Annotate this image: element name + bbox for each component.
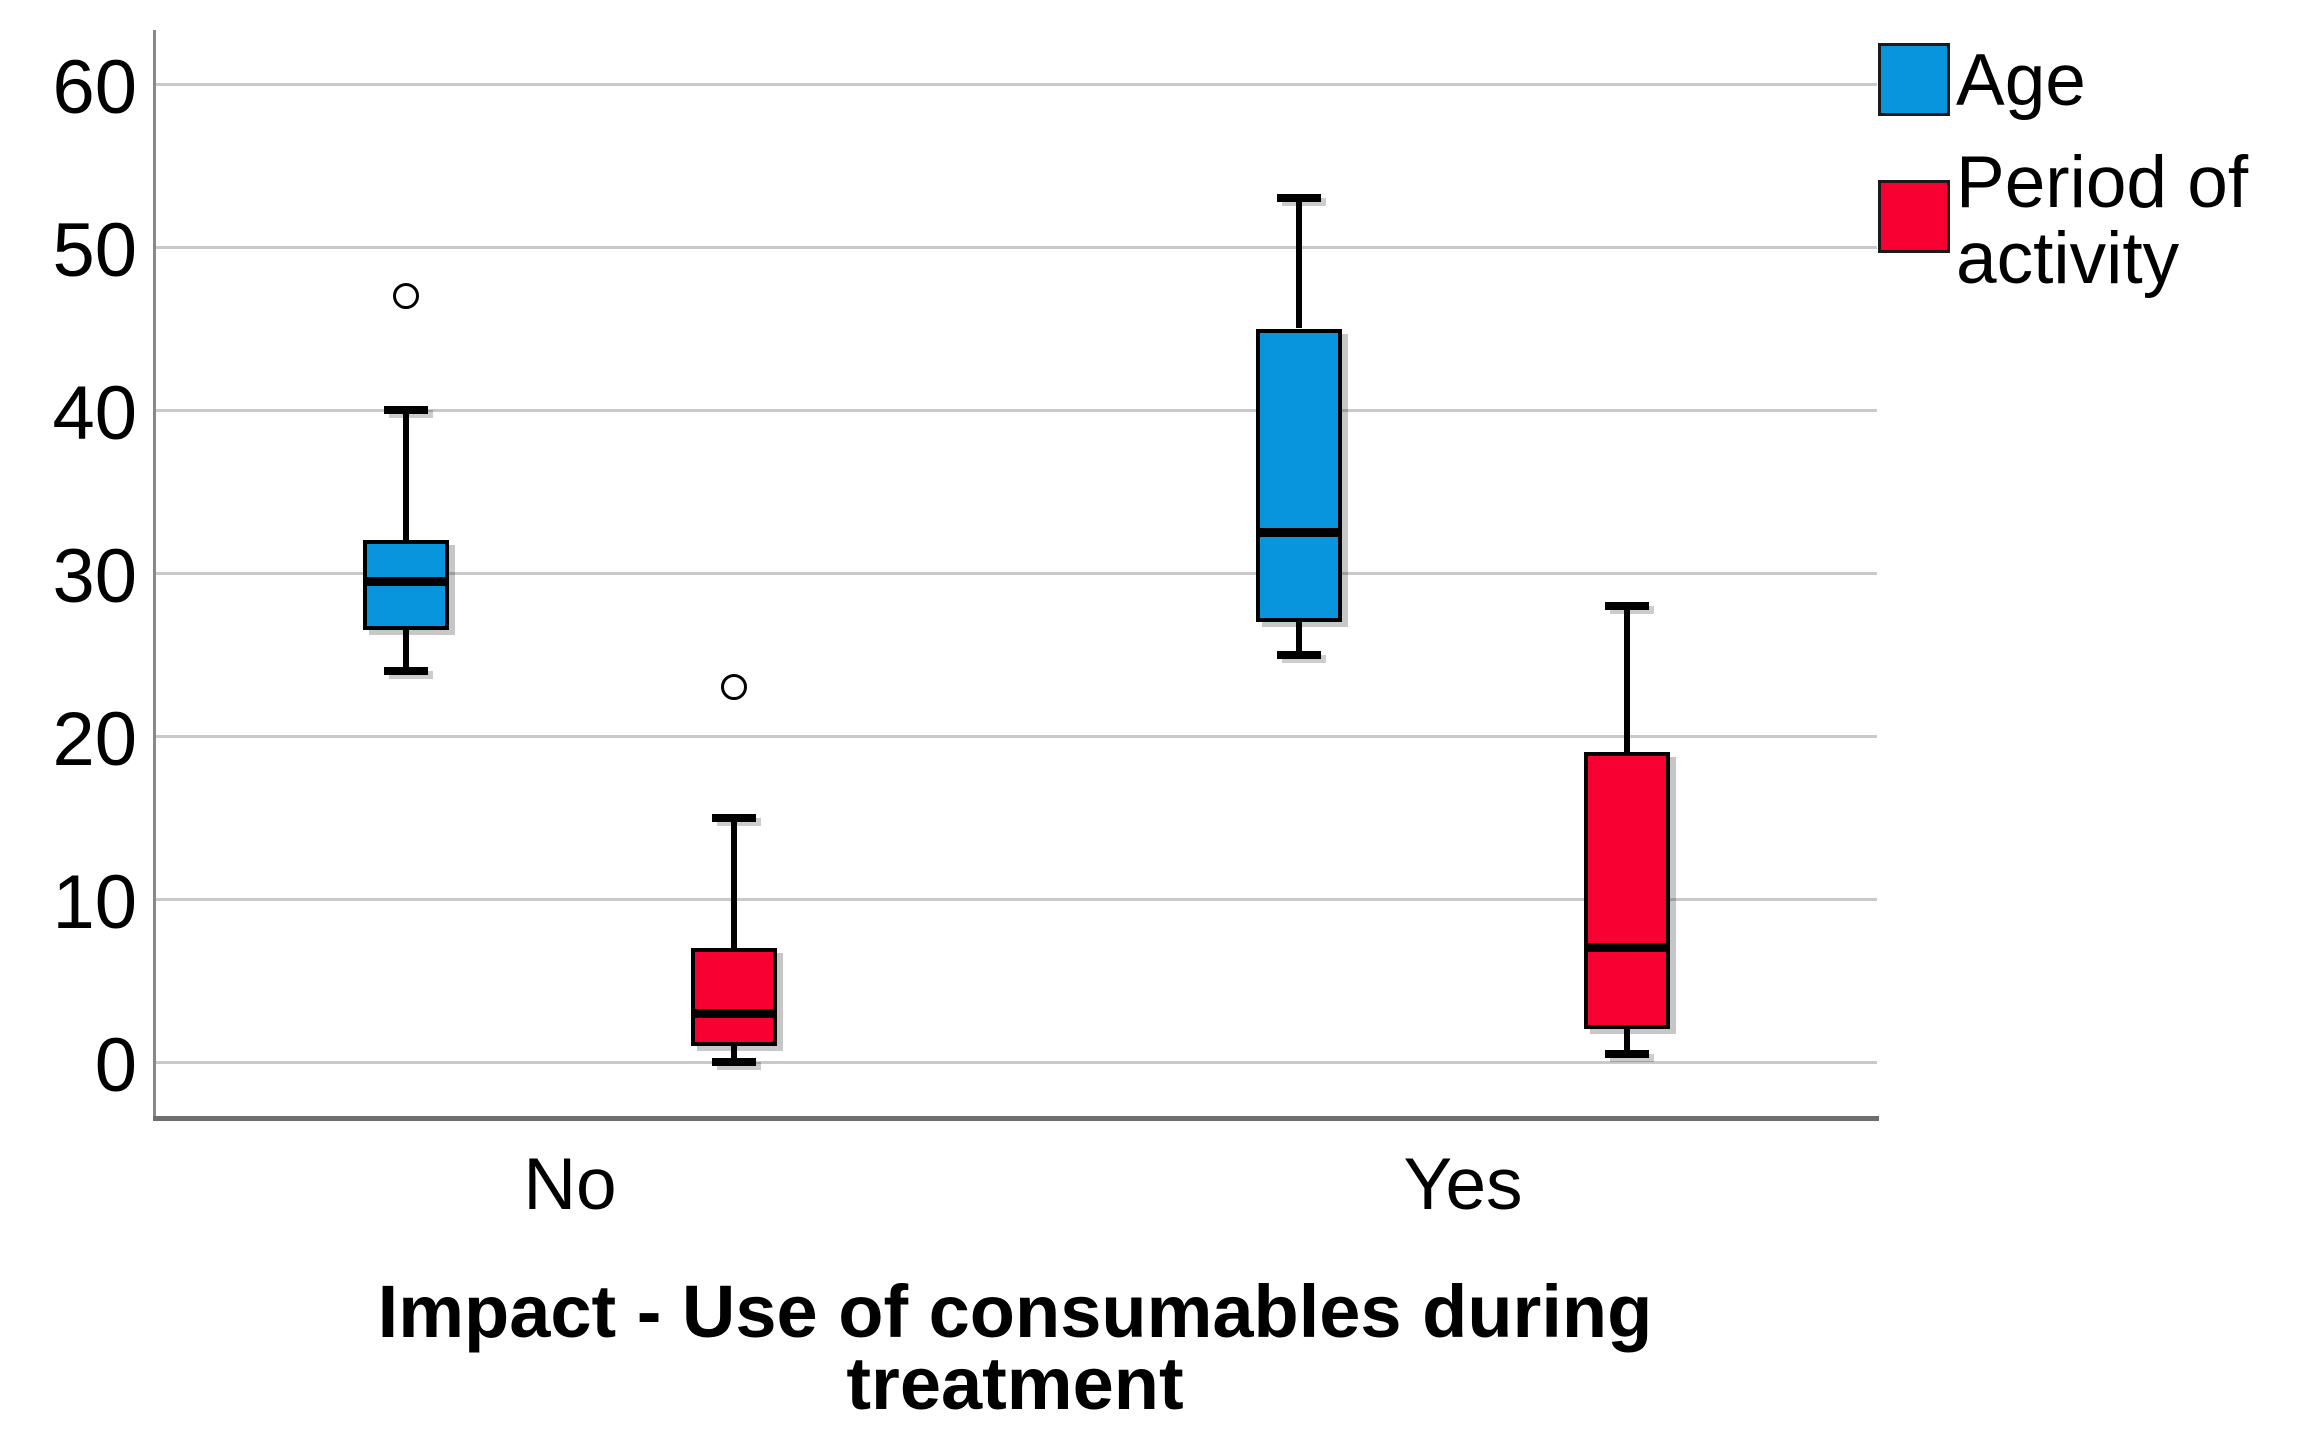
- lower-whisker-stem-period-of-activity-yes: [1624, 1029, 1630, 1054]
- y-tick-label-0: 0: [94, 1023, 137, 1108]
- x-tick-label-yes: Yes: [1403, 1144, 1523, 1225]
- lower-whisker-cap-age-no: [384, 666, 428, 675]
- y-tick-label-40: 40: [52, 371, 137, 456]
- box-age-yes: [1256, 328, 1342, 622]
- upper-whisker-stem-age-yes: [1296, 198, 1302, 329]
- y-tick-label-30: 30: [52, 534, 137, 619]
- upper-whisker-stem-age-no: [403, 410, 409, 541]
- outlier-period-of-activity-no-0: [721, 674, 747, 701]
- lower-whisker-cap-period-of-activity-yes: [1605, 1049, 1649, 1058]
- gridline-10: [156, 898, 1877, 901]
- lower-whisker-stem-age-no: [403, 630, 409, 671]
- lower-whisker-cap-period-of-activity-no: [712, 1058, 756, 1066]
- upper-whisker-cap-age-no: [384, 406, 428, 414]
- x-axis-title: Impact - Use of consumables during treat…: [165, 1270, 1865, 1425]
- upper-whisker-cap-period-of-activity-no: [712, 813, 756, 822]
- x-axis-line: [153, 1116, 1879, 1121]
- x-axis-title-line1: Impact - Use of consumables during: [377, 1270, 1653, 1353]
- box-period-of-activity-no: [691, 947, 777, 1046]
- y-tick-label-60: 60: [52, 45, 137, 130]
- x-tick-label-no: No: [523, 1144, 617, 1225]
- legend-label-period-line1: Period of: [1956, 142, 2249, 223]
- legend-swatch-period-of-activity: [1878, 180, 1950, 253]
- y-tick-label-50: 50: [52, 208, 137, 293]
- gridline-20: [156, 735, 1877, 738]
- box-period-of-activity-yes: [1584, 752, 1670, 1030]
- lower-whisker-cap-age-yes: [1277, 650, 1321, 659]
- legend-label-age: Age: [1956, 40, 2086, 121]
- legend-swatch-age: [1878, 43, 1950, 116]
- y-axis-line: [153, 30, 156, 1120]
- lower-whisker-stem-period-of-activity-no: [731, 1045, 737, 1062]
- upper-whisker-cap-age-yes: [1277, 194, 1321, 203]
- median-line-period-of-activity-yes: [1588, 943, 1666, 953]
- gridline-0: [156, 1061, 1877, 1064]
- median-line-period-of-activity-no: [695, 1008, 773, 1018]
- gridline-60: [156, 83, 1877, 86]
- gridline-50: [156, 246, 1877, 249]
- y-tick-label-20: 20: [52, 697, 137, 782]
- upper-whisker-stem-period-of-activity-yes: [1624, 605, 1630, 753]
- gridline-30: [156, 572, 1877, 575]
- legend-label-period-line2: activity: [1956, 218, 2180, 299]
- y-tick-label-10: 10: [52, 860, 137, 945]
- lower-whisker-stem-age-yes: [1296, 621, 1302, 655]
- legend-label-period-of-activity: Period of activity: [1956, 145, 2248, 297]
- median-line-age-yes: [1260, 527, 1338, 537]
- upper-whisker-stem-period-of-activity-no: [731, 817, 737, 948]
- upper-whisker-cap-period-of-activity-yes: [1605, 601, 1649, 610]
- outlier-age-no-0: [393, 282, 419, 309]
- median-line-age-no: [367, 576, 445, 586]
- gridline-40: [156, 409, 1877, 412]
- x-axis-title-line2: treatment: [846, 1342, 1184, 1425]
